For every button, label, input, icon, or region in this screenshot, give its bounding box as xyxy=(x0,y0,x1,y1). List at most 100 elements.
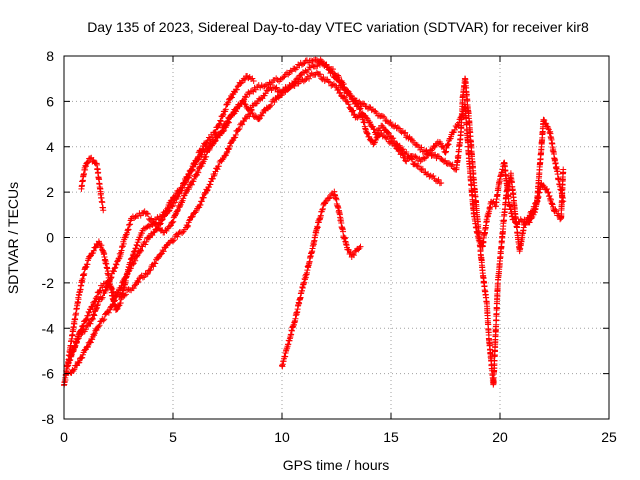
marker xyxy=(138,247,145,254)
marker xyxy=(455,122,462,129)
marker xyxy=(399,146,406,153)
marker xyxy=(355,113,362,120)
y-tick-label: 2 xyxy=(46,184,54,200)
marker xyxy=(348,108,355,115)
marker xyxy=(77,327,84,334)
marker xyxy=(323,61,330,68)
marker xyxy=(337,89,344,96)
marker xyxy=(359,100,366,107)
marker xyxy=(192,172,199,179)
marker xyxy=(241,76,248,83)
marker xyxy=(233,86,240,93)
marker xyxy=(71,343,78,350)
marker xyxy=(230,135,237,142)
marker xyxy=(93,295,100,302)
marker xyxy=(224,120,231,127)
marker xyxy=(143,238,150,245)
marker xyxy=(225,146,232,153)
marker xyxy=(276,92,283,99)
marker xyxy=(393,140,400,147)
marker xyxy=(225,99,232,106)
marker xyxy=(82,326,89,333)
marker xyxy=(273,84,280,91)
marker xyxy=(74,358,81,365)
marker xyxy=(548,200,555,207)
series-arc-c xyxy=(65,69,445,367)
marker xyxy=(81,347,88,354)
axes: 0 5 10 15 20 25 -8 -6 -4 -2 0 2 4 6 8 xyxy=(42,48,617,445)
marker xyxy=(199,159,206,166)
marker xyxy=(345,246,352,253)
marker xyxy=(326,194,333,201)
marker xyxy=(438,180,445,187)
marker xyxy=(329,81,336,88)
marker xyxy=(228,138,235,145)
marker xyxy=(200,194,207,201)
marker xyxy=(93,305,100,312)
marker xyxy=(171,237,178,244)
marker xyxy=(123,274,130,281)
series-mid-arc xyxy=(279,188,364,370)
marker xyxy=(112,261,119,268)
marker xyxy=(371,126,378,133)
marker xyxy=(185,185,192,192)
marker xyxy=(91,312,98,319)
marker xyxy=(236,125,243,132)
marker xyxy=(214,166,221,173)
marker xyxy=(94,293,101,300)
marker xyxy=(138,230,145,237)
marker xyxy=(205,184,212,191)
marker xyxy=(135,278,142,285)
marker xyxy=(105,309,112,316)
marker xyxy=(316,61,323,68)
y-tick-label: -6 xyxy=(42,366,55,382)
marker xyxy=(199,146,206,153)
marker xyxy=(110,301,117,308)
x-tick-label: 5 xyxy=(169,429,177,445)
marker xyxy=(255,116,262,123)
marker xyxy=(94,302,101,309)
marker xyxy=(373,130,380,137)
marker xyxy=(430,172,437,179)
marker xyxy=(130,261,137,268)
marker xyxy=(357,243,364,250)
marker xyxy=(80,322,87,329)
marker xyxy=(176,203,183,210)
marker xyxy=(320,74,327,81)
marker xyxy=(148,215,155,222)
marker xyxy=(132,245,139,252)
marker xyxy=(120,279,127,286)
marker xyxy=(114,258,121,265)
marker xyxy=(345,101,352,108)
marker xyxy=(235,126,242,133)
marker xyxy=(109,302,116,309)
series-arc-d xyxy=(67,73,257,376)
marker xyxy=(84,261,91,268)
marker xyxy=(205,145,212,152)
marker xyxy=(348,93,355,100)
marker xyxy=(98,242,105,249)
marker xyxy=(209,175,216,182)
marker xyxy=(66,357,73,364)
marker xyxy=(381,114,388,121)
marker xyxy=(350,252,357,259)
marker xyxy=(390,135,397,142)
marker xyxy=(166,223,173,230)
marker xyxy=(544,189,551,196)
marker xyxy=(317,71,324,78)
marker xyxy=(204,186,211,193)
marker xyxy=(191,175,198,182)
marker xyxy=(71,366,78,373)
marker xyxy=(215,163,222,170)
marker xyxy=(185,222,192,229)
marker xyxy=(252,86,259,93)
x-tick-label: 20 xyxy=(492,429,508,445)
marker xyxy=(341,94,348,101)
marker xyxy=(133,253,140,260)
data-marks xyxy=(61,56,567,389)
marker xyxy=(271,98,278,105)
marker xyxy=(101,316,108,323)
marker xyxy=(522,220,529,227)
marker xyxy=(90,301,97,308)
marker xyxy=(131,248,138,255)
